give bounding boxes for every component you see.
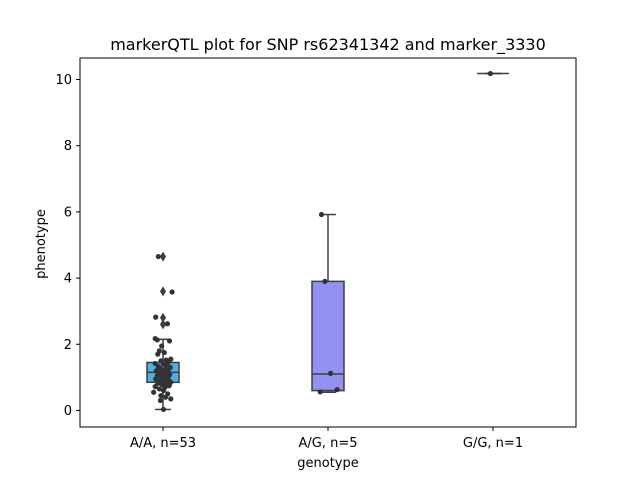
data-point	[155, 351, 161, 357]
data-point	[152, 384, 158, 390]
data-point	[153, 376, 159, 382]
data-point	[157, 397, 163, 404]
x-tick-label: G/G, n=1	[463, 436, 523, 451]
data-point	[487, 70, 493, 77]
y-axis-label: phenotype	[34, 209, 49, 279]
data-point	[322, 278, 328, 284]
plot-area	[146, 70, 509, 413]
y-tick-label: 4	[64, 272, 72, 287]
data-point	[158, 392, 164, 399]
data-point	[159, 343, 165, 349]
data-point	[161, 349, 167, 356]
box-iqr	[311, 280, 345, 392]
data-point	[168, 396, 174, 402]
data-point	[166, 383, 172, 389]
y-tick-label: 0	[64, 404, 72, 419]
y-axis: 0 2 4 6 8 10	[55, 73, 80, 419]
data-point	[163, 394, 169, 400]
data-point	[317, 389, 323, 395]
chart-title: markerQTL plot for SNP rs62341342 and ma…	[110, 35, 546, 55]
points-group	[487, 70, 493, 77]
outlier-marker	[160, 319, 166, 330]
y-tick-label: 8	[64, 139, 72, 154]
x-tick-label: A/A, n=53	[130, 436, 196, 451]
data-point	[166, 338, 173, 344]
data-point	[334, 387, 340, 393]
data-point	[151, 389, 157, 395]
box-group	[311, 213, 345, 394]
y-tick-label: 2	[64, 338, 72, 353]
x-axis-label: genotype	[297, 456, 358, 471]
outlier-marker	[160, 251, 166, 262]
data-point	[160, 387, 167, 394]
points-group	[317, 211, 340, 395]
x-axis: A/A, n=53 A/G, n=5 G/G, n=1	[130, 427, 523, 451]
data-point	[164, 321, 171, 327]
data-point	[154, 337, 160, 343]
y-tick-label: 10	[55, 73, 72, 88]
data-point	[328, 370, 334, 376]
outlier-marker	[160, 286, 166, 297]
x-tick-label: A/G, n=5	[298, 436, 357, 451]
data-point	[318, 211, 325, 218]
outlier-marker	[160, 312, 166, 323]
data-point	[156, 386, 162, 392]
points-group	[151, 253, 175, 413]
data-point	[155, 253, 161, 260]
data-point	[160, 406, 167, 413]
y-tick-label: 6	[64, 205, 72, 220]
data-point	[169, 289, 175, 295]
data-point	[153, 314, 159, 320]
